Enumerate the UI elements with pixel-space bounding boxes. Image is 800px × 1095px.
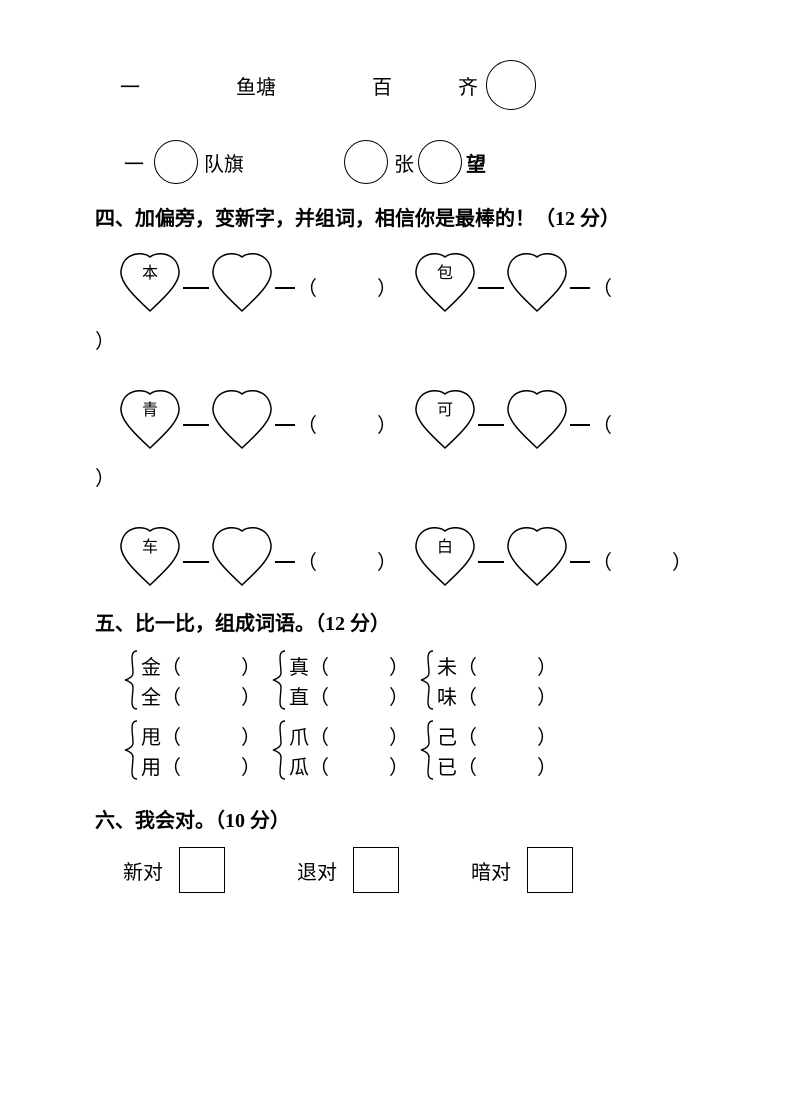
compare-item: 己（ ）	[437, 720, 557, 750]
heart-icon: 青	[115, 390, 185, 452]
text-yi: 一	[120, 71, 140, 100]
connector-line	[183, 561, 209, 563]
brace-icon	[271, 648, 289, 712]
heart-row: 本 （ ） 包 （	[95, 253, 705, 315]
heart-icon: 包	[410, 253, 480, 315]
paren-open: （	[590, 409, 612, 438]
heart-icon: 可	[410, 390, 480, 452]
brace-icon	[123, 648, 141, 712]
connector-line	[570, 561, 590, 563]
blank-circle[interactable]	[486, 60, 536, 110]
brace-icon	[419, 648, 437, 712]
heart-row: 青 （ ） 可 （	[95, 390, 705, 452]
connector-line	[478, 287, 504, 289]
text-duiqi: 队旗	[204, 148, 244, 177]
compare-item: 金（ ）	[141, 650, 261, 680]
connector-line	[478, 561, 504, 563]
text-bai: 百	[372, 71, 392, 100]
brace-icon	[271, 718, 289, 782]
section-4-body: 本 （ ） 包 （	[95, 253, 705, 589]
compare-item: 真（ ）	[289, 650, 409, 680]
connector-line	[275, 424, 295, 426]
connector-line	[478, 424, 504, 426]
compare-pair: 甩（ ） 用（ ）	[123, 718, 261, 782]
compare-item: 直（ ）	[289, 680, 409, 710]
heart-char: 包	[410, 259, 480, 283]
compare-pair: 己（ ） 已（ ）	[419, 718, 557, 782]
compare-item: 甩（ ）	[141, 720, 261, 750]
section-4-title: 四、加偏旁，变新字，并组词，相信你是最棒的！（12 分）	[95, 202, 705, 231]
paren-close-dangling: ）	[95, 325, 705, 354]
compare-pair: 金（ ） 全（ ）	[123, 648, 261, 712]
blank-circle[interactable]	[344, 140, 388, 184]
text-yi2: 一	[124, 148, 144, 177]
heart-icon[interactable]	[502, 253, 572, 315]
compare-item: 全（ ）	[141, 680, 261, 710]
compare-pair: 真（ ） 直（ ）	[271, 648, 409, 712]
heart-icon[interactable]	[502, 527, 572, 589]
connector-line	[570, 287, 590, 289]
blank-square[interactable]	[353, 847, 399, 893]
antonym-label: 暗对	[471, 856, 511, 885]
heart-icon[interactable]	[502, 390, 572, 452]
paren-blank[interactable]: （ ）	[590, 546, 692, 575]
heart-pair-left: 车 （ ）	[115, 527, 410, 589]
compare-pair: 爪（ ） 瓜（ ）	[271, 718, 409, 782]
connector-line	[570, 424, 590, 426]
worksheet-page: 一 鱼塘 百 齐 一 队旗 张 望 四、加偏旁，变新字，并组词，相信你是最棒的！…	[0, 0, 800, 933]
text-wang: 望	[466, 148, 486, 177]
fill-row-2: 一 队旗 张 望	[95, 140, 705, 184]
compare-row-2: 甩（ ） 用（ ） 爪（ ） 瓜（ ） 己（ ） 已（ ）	[95, 718, 705, 782]
compare-item: 爪（ ）	[289, 720, 409, 750]
heart-char: 可	[410, 396, 480, 420]
heart-char: 白	[410, 533, 480, 557]
blank-circle[interactable]	[154, 140, 198, 184]
blank-square[interactable]	[179, 847, 225, 893]
brace-icon	[419, 718, 437, 782]
heart-char: 车	[115, 533, 185, 557]
paren-blank[interactable]: （ ）	[295, 409, 397, 438]
connector-line	[275, 287, 295, 289]
heart-icon[interactable]	[207, 527, 277, 589]
compare-item: 瓜（ ）	[289, 750, 409, 780]
paren-close-dangling: ）	[95, 462, 705, 491]
text-yutang: 鱼塘	[236, 71, 276, 100]
section-6-title: 六、我会对。（10 分）	[95, 804, 705, 833]
compare-item: 用（ ）	[141, 750, 261, 780]
heart-pair-left: 青 （ ）	[115, 390, 410, 452]
paren-blank[interactable]: （ ）	[295, 272, 397, 301]
antonym-row: 新对 退对 暗对	[95, 847, 705, 893]
connector-line	[275, 561, 295, 563]
heart-icon: 白	[410, 527, 480, 589]
heart-pair-left: 本 （ ）	[115, 253, 410, 315]
connector-line	[183, 287, 209, 289]
blank-circle[interactable]	[418, 140, 462, 184]
heart-char: 青	[115, 396, 185, 420]
fill-row-1: 一 鱼塘 百 齐	[95, 60, 705, 110]
paren-blank[interactable]: （ ）	[295, 546, 397, 575]
section-5-title: 五、比一比，组成词语。（12 分）	[95, 607, 705, 636]
text-qi: 齐	[458, 71, 478, 100]
heart-icon[interactable]	[207, 390, 277, 452]
heart-icon[interactable]	[207, 253, 277, 315]
heart-row: 车 （ ） 白 （ ）	[95, 527, 705, 589]
blank-square[interactable]	[527, 847, 573, 893]
antonym-label: 退对	[297, 856, 337, 885]
heart-pair-right: 可 （	[410, 390, 705, 452]
compare-item: 已（ ）	[437, 750, 557, 780]
paren-open: （	[590, 272, 612, 301]
brace-icon	[123, 718, 141, 782]
heart-pair-right: 包 （	[410, 253, 705, 315]
heart-icon: 车	[115, 527, 185, 589]
antonym-label: 新对	[123, 856, 163, 885]
text-zhang: 张	[394, 148, 414, 177]
compare-item: 未（ ）	[437, 650, 557, 680]
compare-row-1: 金（ ） 全（ ） 真（ ） 直（ ） 未（ ） 味（ ）	[95, 648, 705, 712]
compare-item: 味（ ）	[437, 680, 557, 710]
heart-pair-right: 白 （ ）	[410, 527, 705, 589]
heart-icon: 本	[115, 253, 185, 315]
connector-line	[183, 424, 209, 426]
compare-pair: 未（ ） 味（ ）	[419, 648, 557, 712]
heart-char: 本	[115, 259, 185, 283]
